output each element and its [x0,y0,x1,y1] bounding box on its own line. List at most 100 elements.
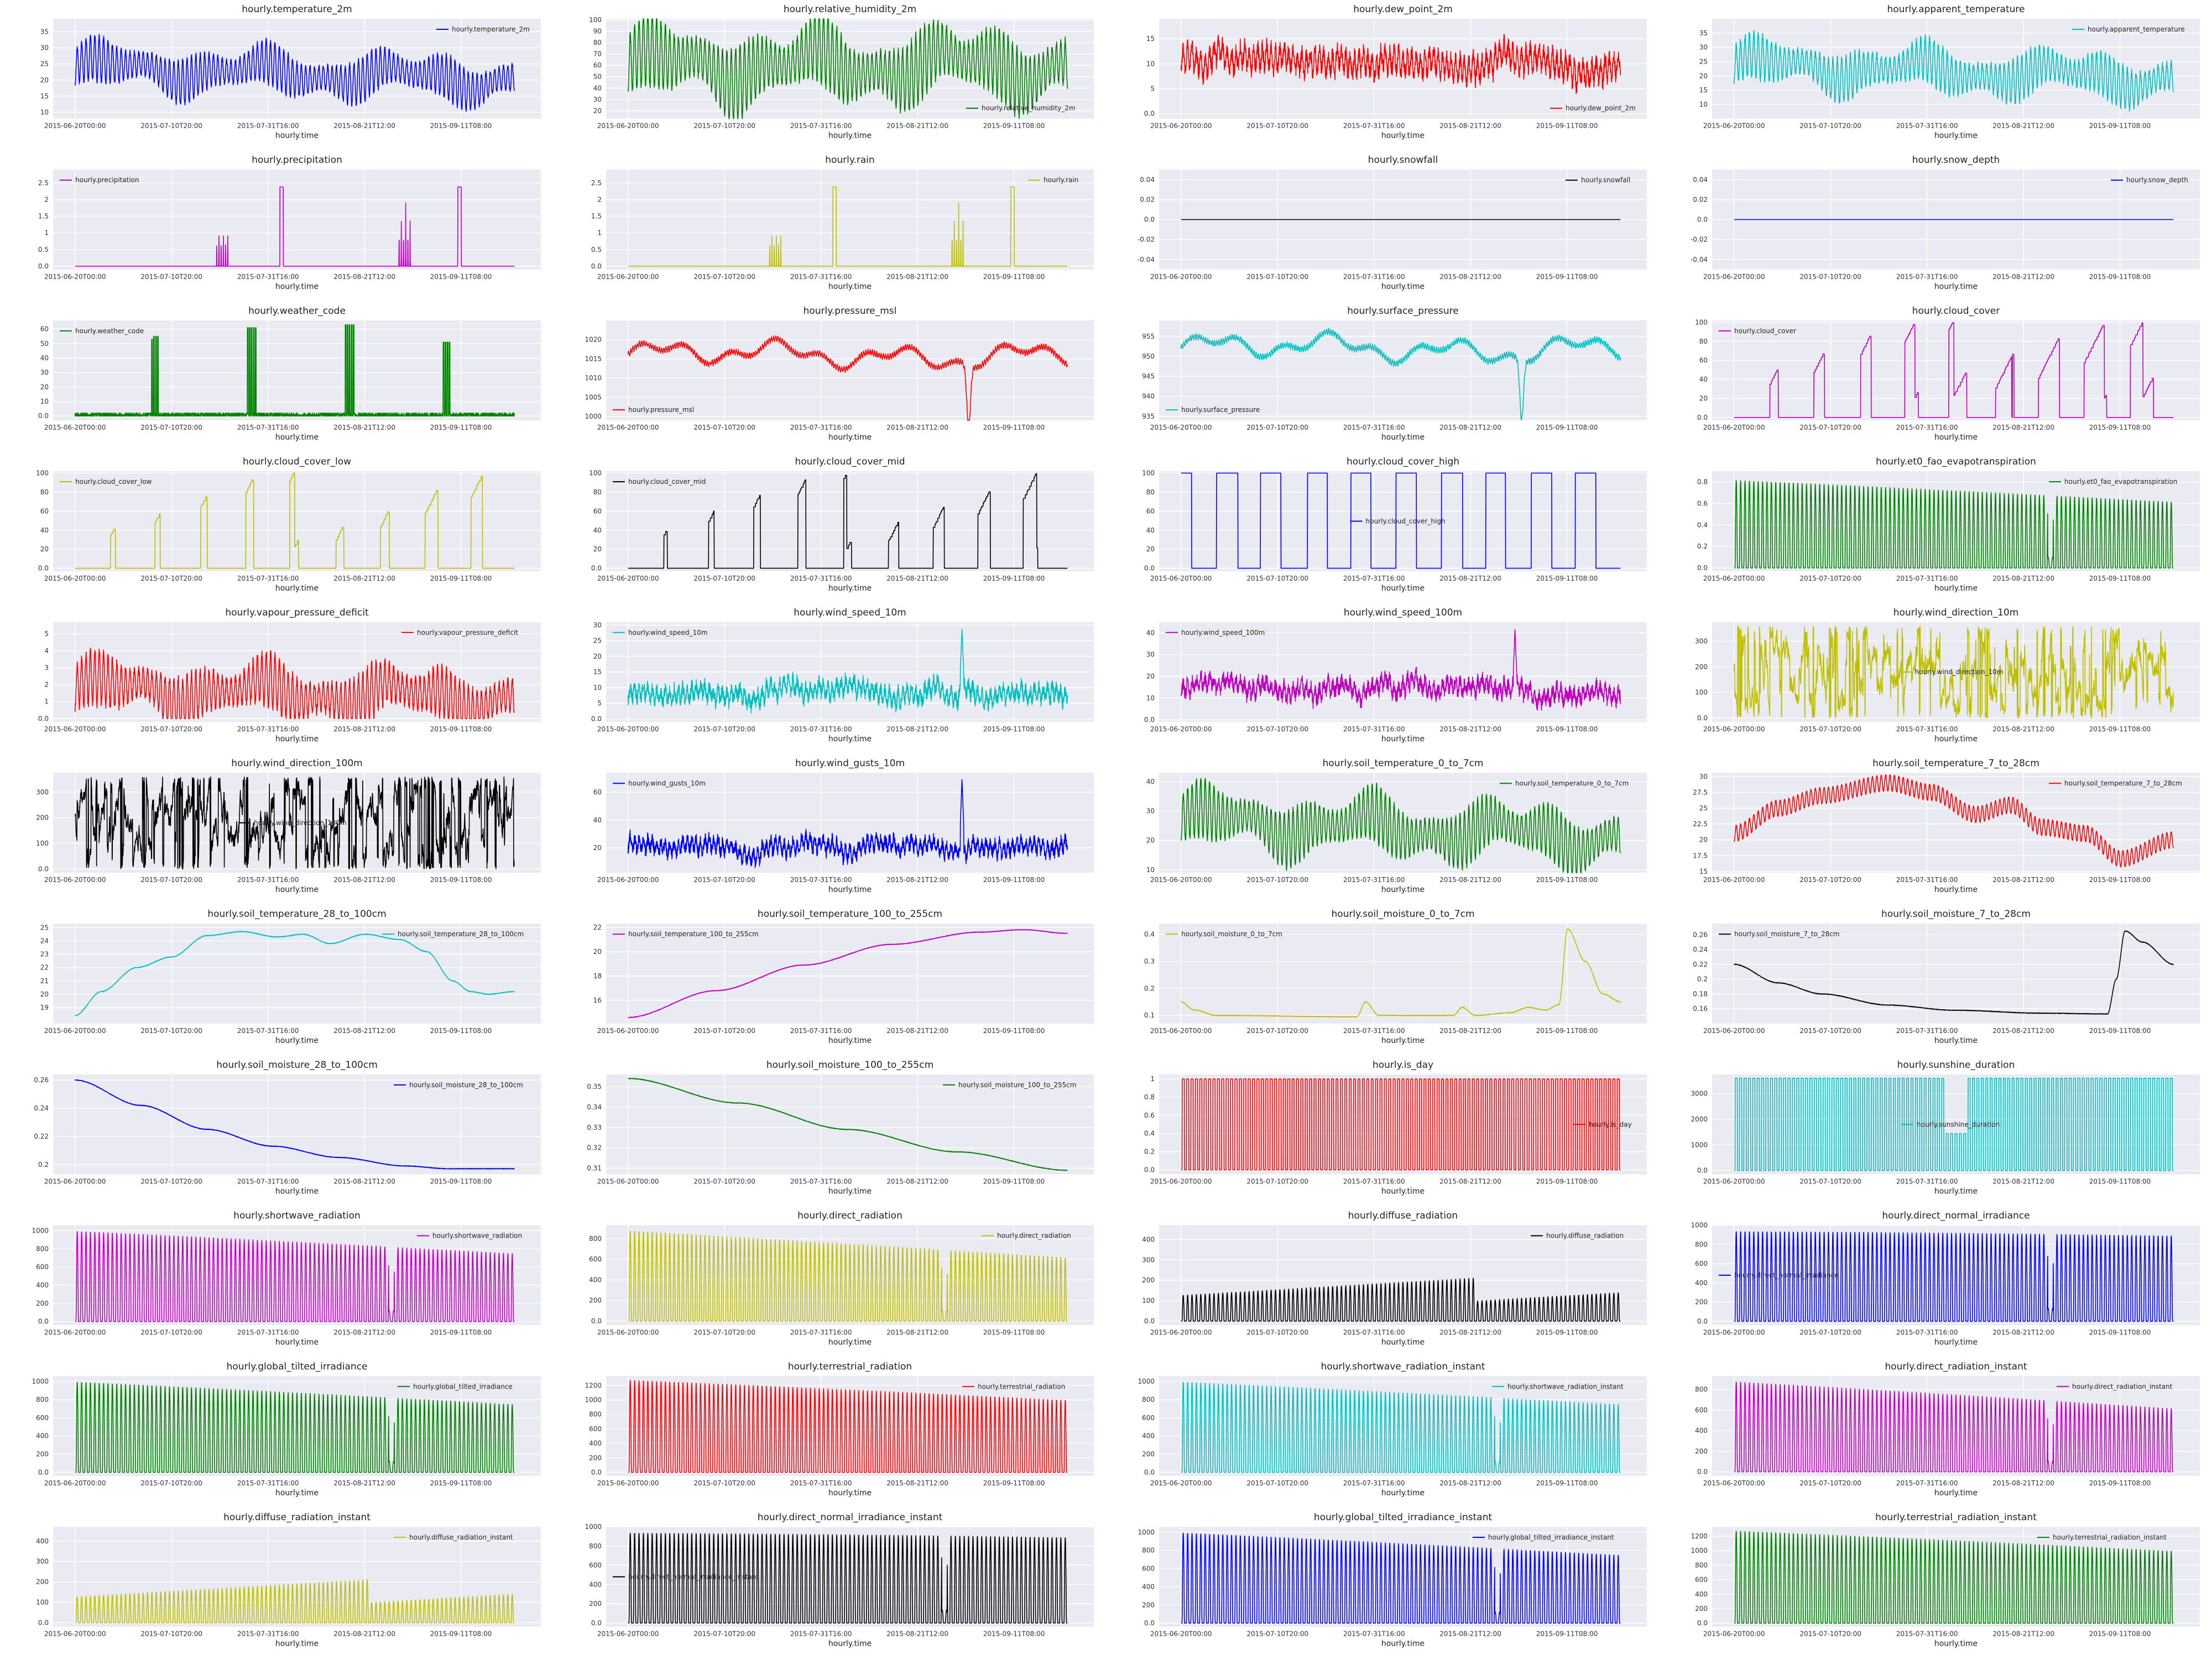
y-tick-label: 0.5 [591,246,602,253]
y-tick-label: 200 [589,1454,602,1462]
x-axis-label: hourly.time [1934,735,1978,744]
legend-label: hourly.sunshine_duration [1917,1120,2000,1128]
y-tick-label: 400 [1695,1279,1708,1287]
y-tick-label: 30 [1146,651,1155,659]
x-tick-label: 2015-07-10T20:00 [140,726,202,733]
y-tick-label: 17.5 [1693,852,1708,859]
x-tick-label: 2015-07-31T16:00 [237,726,299,733]
y-tick-label: 0.2 [38,1161,49,1168]
chart-title: hourly.snowfall [1368,155,1438,166]
y-tick-label: 0.4 [1144,931,1155,938]
y-tick-label: 20 [1699,395,1708,403]
chart-panel: 0.0 20 40 60 80 100 2015-06-20T00:00 2015-07-10… [1695,305,2200,442]
chart-title: hourly.soil_moisture_7_to_28cm [1881,909,2031,920]
x-tick-label: 2015-07-10T20:00 [1799,1027,1861,1035]
y-tick-label: 0.0 [1697,714,1708,722]
y-tick-label: 10 [40,108,49,116]
plot-area [606,773,1094,873]
y-tick-label: 300 [1695,638,1708,645]
x-tick-label: 2015-07-10T20:00 [693,1630,755,1638]
series-line [1734,480,2174,568]
series-line [627,779,1068,868]
chart-title: hourly.vapour_pressure_deficit [225,607,369,618]
chart-panel: 0.0 5 10 15 2015-06-20T00:00 2015-07-10T20:00… [1144,4,1647,140]
y-tick-label: 20 [593,653,602,660]
legend: hourly.soil_moisture_0_to_7cm [1166,930,1282,938]
legend: hourly.global_tilted_irradiance [398,1383,513,1390]
y-tick-label: 300 [36,788,49,796]
y-tick-label: 20 [593,948,602,956]
y-tick-label: 3000 [1691,1090,1708,1098]
x-tick-label: 2015-08-21T12:00 [886,1328,948,1336]
series-line [75,186,515,267]
x-tick-label: 2015-07-31T16:00 [790,1328,852,1336]
series-line [75,1079,515,1170]
x-axis-label: hourly.time [1934,132,1978,140]
chart-title: hourly.shortwave_radiation_instant [1321,1361,1485,1372]
y-tick-label: 1 [44,229,49,237]
y-tick-label: 1015 [585,355,602,363]
legend: hourly.direct_radiation_instant [2057,1383,2173,1390]
y-tick-label: 0.0 [1144,1166,1155,1173]
series-line [1734,930,2174,1015]
x-axis-label: hourly.time [1934,433,1978,442]
x-axis-label: hourly.time [828,1187,872,1196]
y-tick-label: 0.33 [587,1124,602,1131]
x-tick-label: 2015-06-20T00:00 [44,122,106,130]
x-tick-label: 2015-06-20T00:00 [597,575,659,582]
y-tick-label: 30 [1699,44,1708,51]
x-tick-label: 2015-06-20T00:00 [1703,1630,1765,1638]
x-tick-label: 2015-07-10T20:00 [140,1479,202,1487]
x-tick-label: 2015-09-11T08:00 [430,876,492,884]
series-line [1734,1381,2174,1473]
plot-area [606,924,1094,1024]
y-tick-label: 20 [1146,545,1155,553]
x-tick-label: 2015-07-10T20:00 [693,1479,755,1487]
chart-panel: 935 940 945 950 955 2015-06-20T00:00 2015-07-1… [1142,305,1647,442]
y-tick-label: -0.02 [1691,236,1708,243]
chart-panel: 0.0 0.2 0.4 0.6 0.8 2015-06-20T00:00 2015-07-1… [1697,456,2200,593]
x-axis-label: hourly.time [275,1489,319,1498]
y-tick-label: 0.2 [1144,1148,1155,1156]
x-tick-label: 2015-07-10T20:00 [1799,726,1861,733]
y-tick-label: 0.0 [1144,1468,1155,1476]
y-tick-label: 0.0 [1697,1619,1708,1627]
y-tick-label: 60 [40,507,49,515]
chart-title: hourly.et0_fao_evapotranspiration [1876,456,2036,467]
legend-label: hourly.soil_moisture_7_to_28cm [1734,930,1840,938]
x-tick-label: 2015-06-20T00:00 [1150,122,1212,130]
legend: hourly.global_tilted_irradiance_instant [1473,1533,1614,1541]
legend-label: hourly.soil_temperature_7_to_28cm [2064,780,2182,787]
chart-title: hourly.is_day [1373,1060,1433,1071]
x-tick-label: 2015-07-10T20:00 [693,273,755,280]
y-tick-label: 800 [1142,1547,1155,1554]
series-line [1181,1277,1621,1322]
x-tick-label: 2015-06-20T00:00 [44,1630,106,1638]
x-tick-label: 2015-09-11T08:00 [430,726,492,733]
plot-area [1159,1074,1647,1175]
x-tick-label: 2015-09-11T08:00 [2089,726,2151,733]
y-tick-label: 60 [1146,507,1155,515]
series-line [1180,34,1621,94]
x-tick-label: 2015-06-20T00:00 [1150,726,1212,733]
chart-title: hourly.terrestrial_radiation [788,1361,912,1372]
chart-panel: 0.16 0.18 0.2 0.22 0.24 0.26 2015-06-20T00:00 2… [1693,909,2200,1045]
y-tick-label: 400 [1142,1235,1155,1243]
legend-label: hourly.rain [1044,176,1078,184]
legend: hourly.terrestrial_radiation [962,1383,1065,1390]
x-axis-label: hourly.time [828,1640,872,1648]
legend-label: hourly.weather_code [75,327,144,335]
x-tick-label: 2015-09-11T08:00 [430,1178,492,1186]
legend-label: hourly.relative_humidity_2m [982,105,1076,112]
x-axis-label: hourly.time [828,1036,872,1045]
y-tick-label: 18 [593,972,602,980]
x-tick-label: 2015-07-10T20:00 [693,1027,755,1035]
series-line [627,335,1068,421]
legend: hourly.snow_depth [2111,176,2188,184]
x-tick-label: 2015-07-10T20:00 [693,726,755,733]
x-tick-label: 2015-09-11T08:00 [983,1178,1045,1186]
legend: hourly.diffuse_radiation [1531,1232,1624,1240]
x-tick-label: 2015-08-21T12:00 [1992,1630,2054,1638]
y-tick-label: 15 [1699,868,1708,875]
legend: hourly.wind_speed_10m [613,629,708,637]
